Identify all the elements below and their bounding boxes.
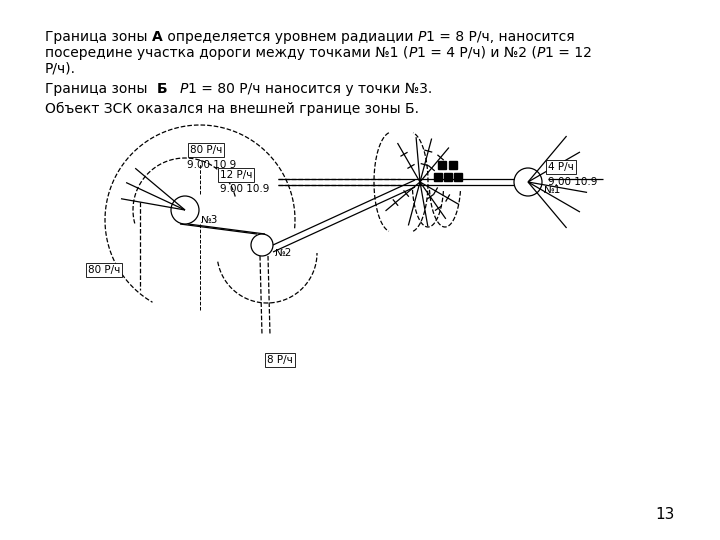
Text: Р/ч).: Р/ч). — [45, 62, 76, 76]
Text: 1 = 8 Р/ч, наносится: 1 = 8 Р/ч, наносится — [426, 30, 575, 44]
Text: Р: Р — [408, 46, 417, 60]
Text: А: А — [152, 30, 163, 44]
Text: №2: №2 — [275, 248, 292, 258]
Text: Р: Р — [536, 46, 545, 60]
Text: 13: 13 — [655, 507, 675, 522]
Text: 80 Р/ч: 80 Р/ч — [190, 145, 222, 155]
Text: 8 Р/ч: 8 Р/ч — [267, 355, 293, 365]
Bar — [434, 173, 442, 181]
Text: Граница зоны: Граница зоны — [45, 82, 156, 96]
Bar — [444, 173, 452, 181]
Text: 1 = 80 Р/ч наносится у точки №3.: 1 = 80 Р/ч наносится у точки №3. — [189, 82, 433, 96]
Text: 80 Р/ч: 80 Р/ч — [88, 265, 120, 275]
Bar — [438, 161, 446, 169]
Text: 9.00 10.9: 9.00 10.9 — [548, 177, 598, 187]
Text: 4 Р/ч: 4 Р/ч — [548, 162, 574, 172]
Bar — [454, 173, 462, 181]
Text: Р: Р — [418, 30, 426, 44]
Text: 1 = 12: 1 = 12 — [545, 46, 592, 60]
Text: Р: Р — [180, 82, 189, 96]
Text: определяется уровнем радиации: определяется уровнем радиации — [163, 30, 418, 44]
Text: 1 = 4 Р/ч) и №2 (: 1 = 4 Р/ч) и №2 ( — [417, 46, 536, 60]
Text: Б: Б — [156, 82, 167, 96]
Text: 9.00 10.9: 9.00 10.9 — [220, 184, 269, 194]
Text: №3: №3 — [201, 215, 218, 225]
Text: Граница зоны: Граница зоны — [45, 30, 152, 44]
Text: Объект ЗСК оказался на внешней границе зоны Б.: Объект ЗСК оказался на внешней границе з… — [45, 102, 419, 116]
Text: 12 Р/ч: 12 Р/ч — [220, 170, 253, 180]
Bar — [449, 161, 457, 169]
Text: №1: №1 — [544, 185, 562, 195]
Text: 9.00 10 9: 9.00 10 9 — [187, 160, 236, 170]
Text: посередине участка дороги между точками №1 (: посередине участка дороги между точками … — [45, 46, 408, 60]
